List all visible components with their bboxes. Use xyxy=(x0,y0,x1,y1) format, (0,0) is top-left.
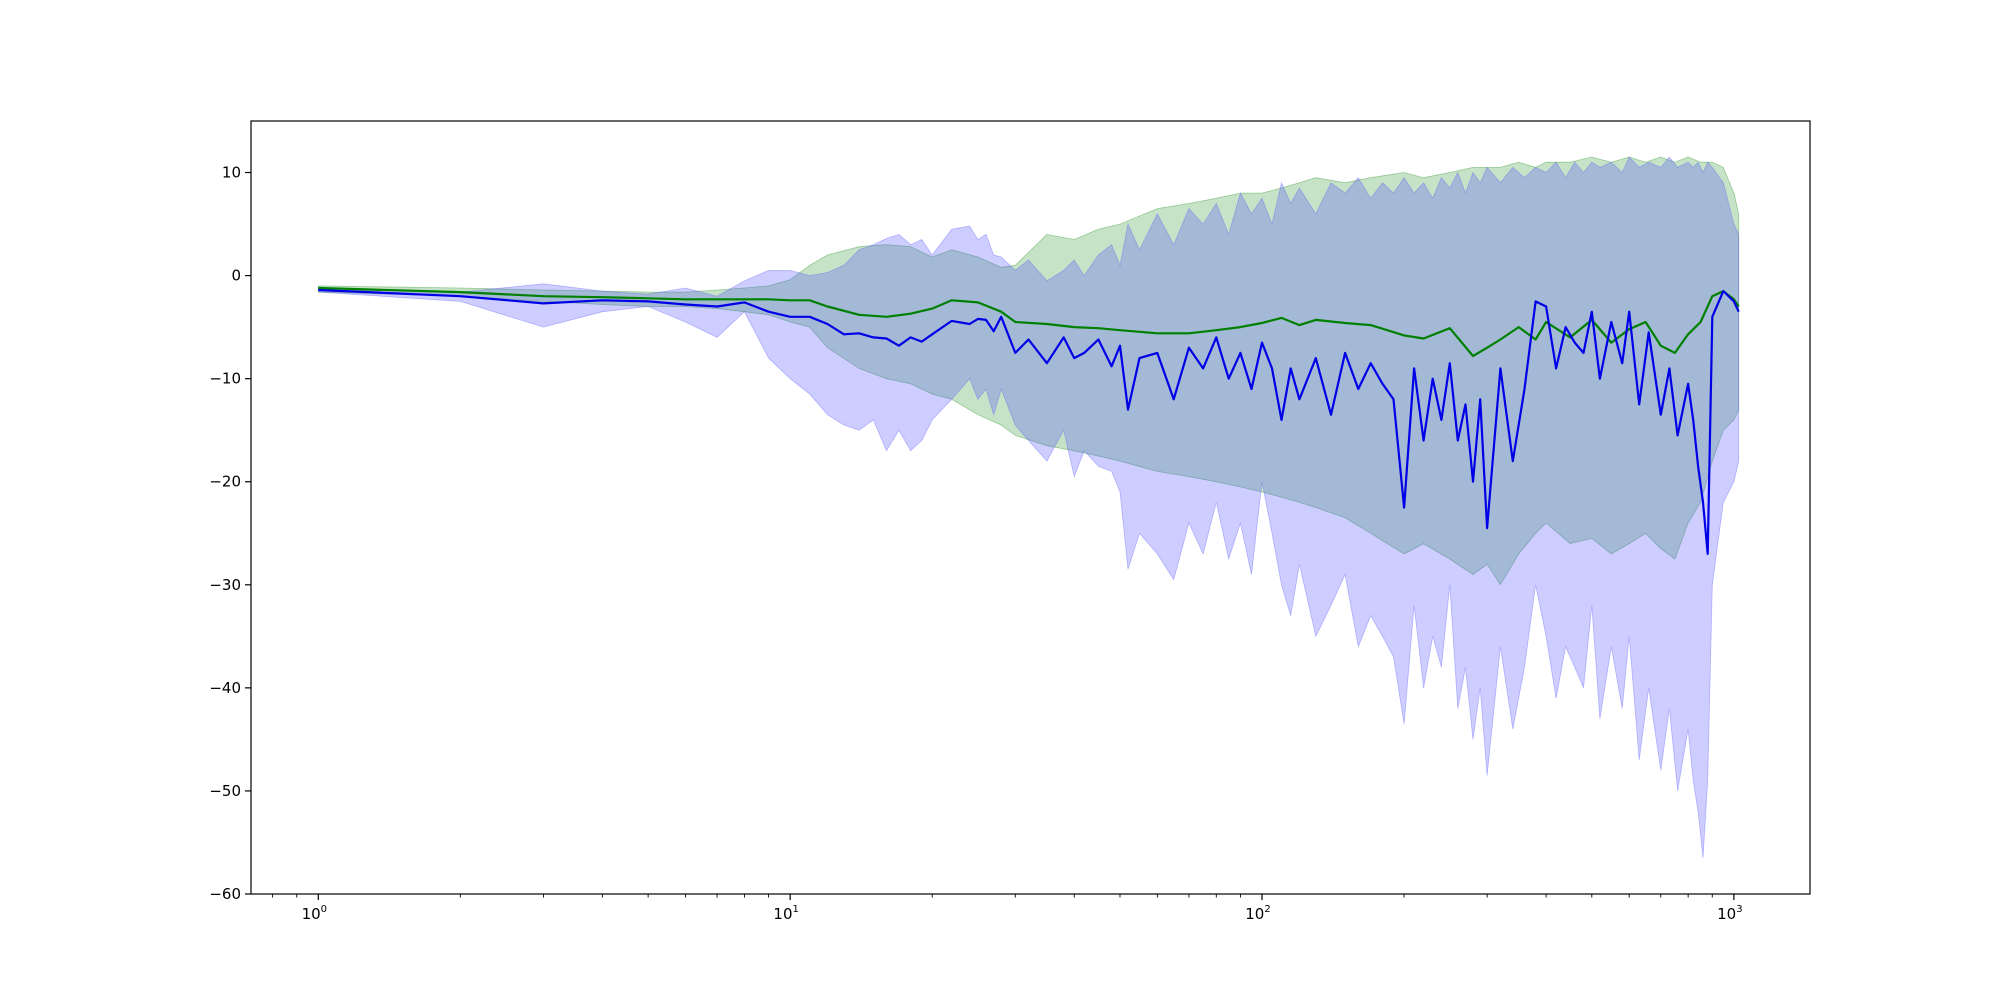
y-tick-label-0: 10 xyxy=(222,164,241,182)
y-tick-label-7: −60 xyxy=(209,885,241,903)
x-tick-label-1: 101 xyxy=(773,904,798,923)
x-tick-label-0: 100 xyxy=(302,904,327,923)
series-1-line xyxy=(318,288,1740,556)
y-tick-label-5: −40 xyxy=(209,679,241,697)
y-tick-label-1: 0 xyxy=(231,267,241,285)
x-tick-label-base: 10 xyxy=(1717,905,1736,923)
plot-area-frame xyxy=(250,120,1811,895)
y-tick-label-3: −20 xyxy=(209,473,241,491)
x-tick-label-exponent: 3 xyxy=(1736,904,1742,915)
x-tick-label-base: 10 xyxy=(773,905,792,923)
y-tick-label-6: −50 xyxy=(209,782,241,800)
x-tick-label-2: 102 xyxy=(1245,904,1270,923)
x-tick-label-3: 103 xyxy=(1717,904,1742,923)
series-1-band xyxy=(317,156,1740,858)
y-axis: 10 0 −10 −20 −30 −40 −50 −60 xyxy=(209,164,251,903)
y-tick-label-4: −30 xyxy=(209,576,241,594)
series-0-band xyxy=(317,156,1740,586)
y-tick-label-2: −10 xyxy=(209,370,241,388)
confidence-bands xyxy=(317,156,1740,858)
x-tick-label-base: 10 xyxy=(302,905,321,923)
x-tick-label-base: 10 xyxy=(1245,905,1264,923)
series-lines xyxy=(318,286,1740,556)
x-tick-label-exponent: 1 xyxy=(793,904,799,915)
x-axis: 100 101 102 103 xyxy=(272,894,1743,923)
x-tick-label-exponent: 2 xyxy=(1264,904,1270,915)
x-tick-label-exponent: 0 xyxy=(321,904,327,915)
